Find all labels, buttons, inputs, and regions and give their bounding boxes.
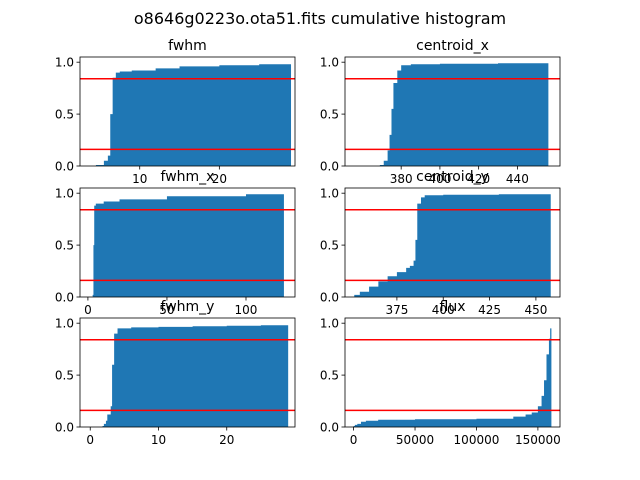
cumulative-area (345, 62, 549, 166)
cumulative-area (80, 193, 284, 297)
x-tick-label: 50000 (396, 433, 434, 447)
x-tick-label: 10 (151, 433, 166, 447)
x-tick-label: 20 (219, 433, 234, 447)
x-tick-label: 440 (506, 172, 529, 186)
y-tick-label: 1.0 (55, 317, 74, 331)
x-tick-label: 50 (159, 303, 174, 317)
axes-frame (79, 187, 296, 298)
x-tick-label: 100 (235, 303, 258, 317)
x-tick-label: 450 (524, 303, 547, 317)
x-tick-label: 425 (478, 303, 501, 317)
x-tick-label: 0 (86, 433, 94, 447)
y-tick-label: 0.0 (55, 421, 74, 435)
y-tick-label: 0.0 (55, 160, 74, 174)
subplot-flux: 0.0 0.5 1.0 0 50000 100000 150000 flux (320, 299, 561, 447)
y-tick-label: 0.5 (55, 108, 74, 122)
subplot-fwhm-y: 0.0 0.5 1.0 0 10 20 fwhm_y (55, 299, 296, 447)
axes-frame (79, 56, 296, 167)
subplot-title: centroid_y (416, 169, 489, 185)
axes-frame (79, 317, 296, 428)
figure-suptitle: o8646g0223o.ota51.fits cumulative histog… (134, 9, 506, 28)
axes-frame (344, 187, 561, 298)
y-tick-label: 1.0 (320, 187, 339, 201)
y-tick-label: 1.0 (55, 187, 74, 201)
subplot-title: fwhm_y (161, 299, 215, 315)
x-tick-label: 20 (212, 172, 227, 186)
axes-frame (344, 317, 561, 428)
cumulative-area (345, 323, 552, 427)
cumulative-area (345, 193, 551, 297)
subplot-centroid-x: 0.0 0.5 1.0 380 400 420 440 centroid_x (320, 38, 561, 186)
x-tick-label: 100000 (454, 433, 500, 447)
y-tick-label: 1.0 (55, 56, 74, 70)
subplot-centroid-y: 0.0 0.5 1.0 375 400 425 450 centroid_y (320, 169, 561, 317)
x-tick-label: 10 (132, 172, 147, 186)
x-tick-label: 0 (84, 303, 92, 317)
cumulative-area (80, 62, 292, 166)
x-tick-label: 420 (467, 172, 490, 186)
y-tick-label: 0.5 (55, 239, 74, 253)
x-tick-label: 400 (432, 303, 455, 317)
y-tick-label: 0.0 (320, 421, 339, 435)
y-tick-label: 0.0 (320, 291, 339, 305)
subplot-fwhm: 0.0 0.5 1.0 10 20 fwhm (55, 38, 296, 186)
cumulative-area (80, 323, 289, 427)
y-tick-label: 0.5 (320, 239, 339, 253)
y-tick-label: 0.5 (320, 108, 339, 122)
y-tick-label: 0.5 (55, 369, 74, 383)
x-tick-label: 0 (350, 433, 358, 447)
y-tick-label: 0.0 (320, 160, 339, 174)
x-tick-label: 380 (390, 172, 413, 186)
subplot-title: fwhm (168, 38, 207, 54)
y-tick-label: 0.5 (320, 369, 339, 383)
subplot-fwhm-x: 0.0 0.5 1.0 0 50 100 fwhm_x (55, 169, 296, 317)
y-tick-label: 1.0 (320, 317, 339, 331)
subplot-grid: 0.0 0.5 1.0 10 20 fwhm 0.0 0.5 1.0 380 400 420 440 ce… (55, 38, 561, 447)
x-tick-label: 150000 (515, 433, 561, 447)
y-tick-label: 1.0 (320, 56, 339, 70)
x-tick-label: 375 (385, 303, 408, 317)
x-tick-label: 400 (428, 172, 451, 186)
y-tick-label: 0.0 (55, 291, 74, 305)
subplot-title: centroid_x (416, 38, 489, 54)
axes-frame (344, 56, 561, 167)
subplot-title: flux (440, 299, 466, 315)
subplot-title: fwhm_x (161, 169, 215, 185)
